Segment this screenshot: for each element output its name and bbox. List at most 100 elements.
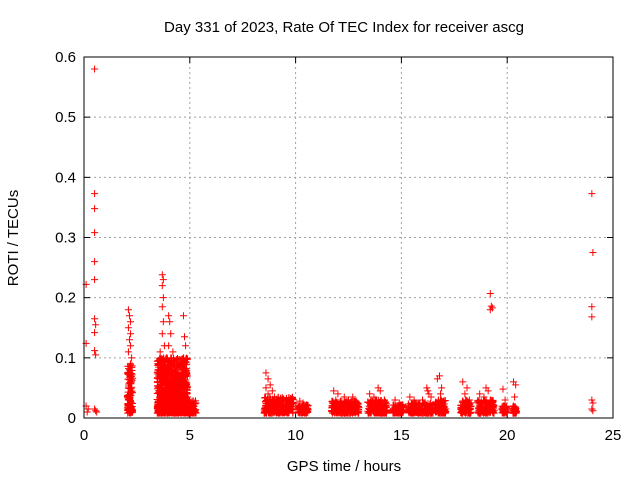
data-point [589,249,597,257]
data-point [91,205,99,213]
plot-frame [83,56,614,419]
data-point [92,321,100,329]
data-point [396,408,404,416]
data-point [415,406,423,414]
y-tick-label: 0.4 [55,169,76,186]
y-axis-label: ROTI / TECUs [5,190,22,286]
data-point [501,396,509,404]
data-point [176,405,184,413]
data-point [91,315,99,323]
data-point [458,407,466,415]
data-point [84,405,92,413]
data-point [463,384,471,392]
y-tick-label: 0.3 [55,230,76,247]
data-point [182,342,190,350]
data-point [423,384,431,392]
data-point [93,408,101,416]
data-point [458,398,466,406]
data-point [511,409,519,417]
data-point [260,406,268,414]
data-point [179,312,187,320]
data-point [176,386,184,394]
data-point [160,386,168,394]
data-point [170,365,178,373]
data-point [461,390,469,398]
data-point [335,401,343,409]
data-point [189,402,197,410]
chart-title: Day 331 of 2023, Rate Of TEC Index for r… [164,19,524,36]
data-point [498,404,506,412]
data-point [162,376,170,384]
data-point [159,294,167,302]
data-point [169,348,177,356]
data-point [334,390,342,398]
data-point [377,397,385,405]
data-point [389,409,397,417]
data-point [158,282,166,290]
data-point [436,407,444,415]
data-point [283,409,291,417]
data-point [170,361,178,369]
data-point [124,348,132,356]
data-point [155,363,163,371]
data-point [159,276,167,284]
data-point [487,302,495,310]
data-point [124,392,132,400]
data-point [302,403,310,411]
data-point [83,408,91,416]
data-point [190,409,198,417]
data-point [424,409,432,417]
data-point [512,381,520,389]
data-point [474,397,482,405]
data-point [166,387,174,395]
data-point [170,406,178,414]
data-point [124,324,132,332]
data-point [366,390,374,398]
data-point [501,409,509,417]
data-point [262,398,270,406]
y-tick-label: 0.6 [55,49,76,66]
data-point [511,393,519,401]
data-point [155,407,163,415]
data-point [157,355,165,363]
data-point [486,289,494,297]
data-point [397,402,405,410]
data-point [588,396,596,404]
data-point [124,306,132,314]
data-point [328,397,336,405]
data-point [126,397,134,405]
data-point [125,336,133,344]
data-point [348,402,356,410]
data-point [438,402,446,410]
data-point [488,404,496,412]
data-point [489,407,497,415]
data-point [184,405,192,413]
data-point [409,400,417,408]
data-point [91,276,99,284]
data-point [285,394,293,402]
data-point [167,330,175,338]
data-point [268,396,276,404]
data-point [153,390,161,398]
data-point [159,362,167,370]
data-point [170,391,178,399]
data-point [155,408,163,416]
data-point [91,329,99,337]
data-point [158,303,166,311]
data-point [266,381,274,389]
data-point [163,403,171,411]
data-point [154,400,162,408]
y-tick-label: 0.1 [55,350,76,367]
data-point [459,378,467,386]
x-tick-label: 10 [287,427,304,444]
data-point [588,313,596,321]
data-point [330,387,338,395]
data-point [437,390,445,398]
data-point [341,399,349,407]
data-point [160,370,168,378]
data-point [353,401,361,409]
data-point [127,342,135,350]
data-point [331,404,339,412]
